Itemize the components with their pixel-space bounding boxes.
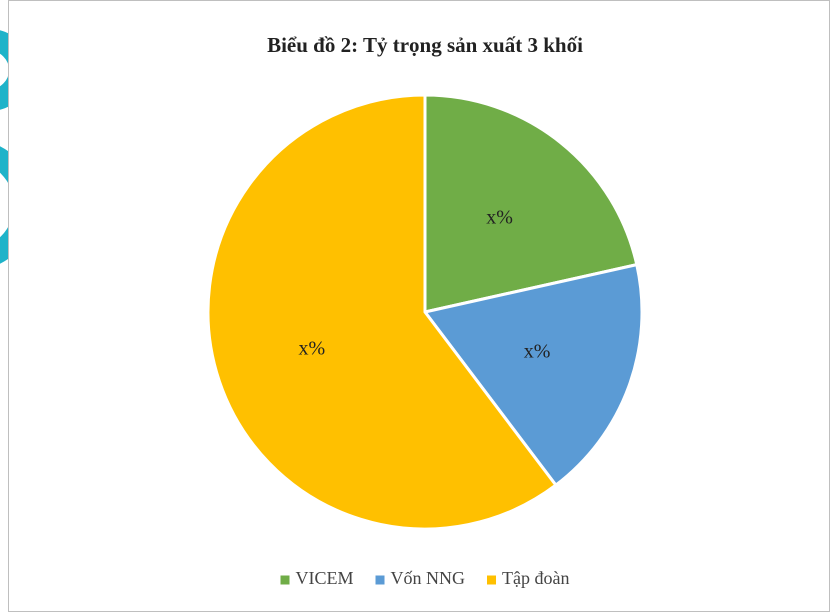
pie-slice: [206, 93, 558, 531]
legend-swatch: [487, 575, 497, 585]
legend-swatch: [375, 575, 385, 585]
data-label: x%: [486, 206, 513, 228]
legend-label: Vốn NNG: [391, 568, 466, 588]
pie-slice: [423, 93, 639, 314]
legend-swatch: [280, 575, 290, 585]
chart-title: Biểu đồ 2: Tỷ trọng sản xuất 3 khối: [267, 33, 583, 57]
data-label: x%: [524, 341, 551, 363]
pie-slice: [422, 262, 644, 488]
legend-label: VICEM: [296, 568, 354, 588]
legend-label: Tập đoàn: [502, 568, 569, 588]
data-label: x%: [299, 338, 326, 360]
